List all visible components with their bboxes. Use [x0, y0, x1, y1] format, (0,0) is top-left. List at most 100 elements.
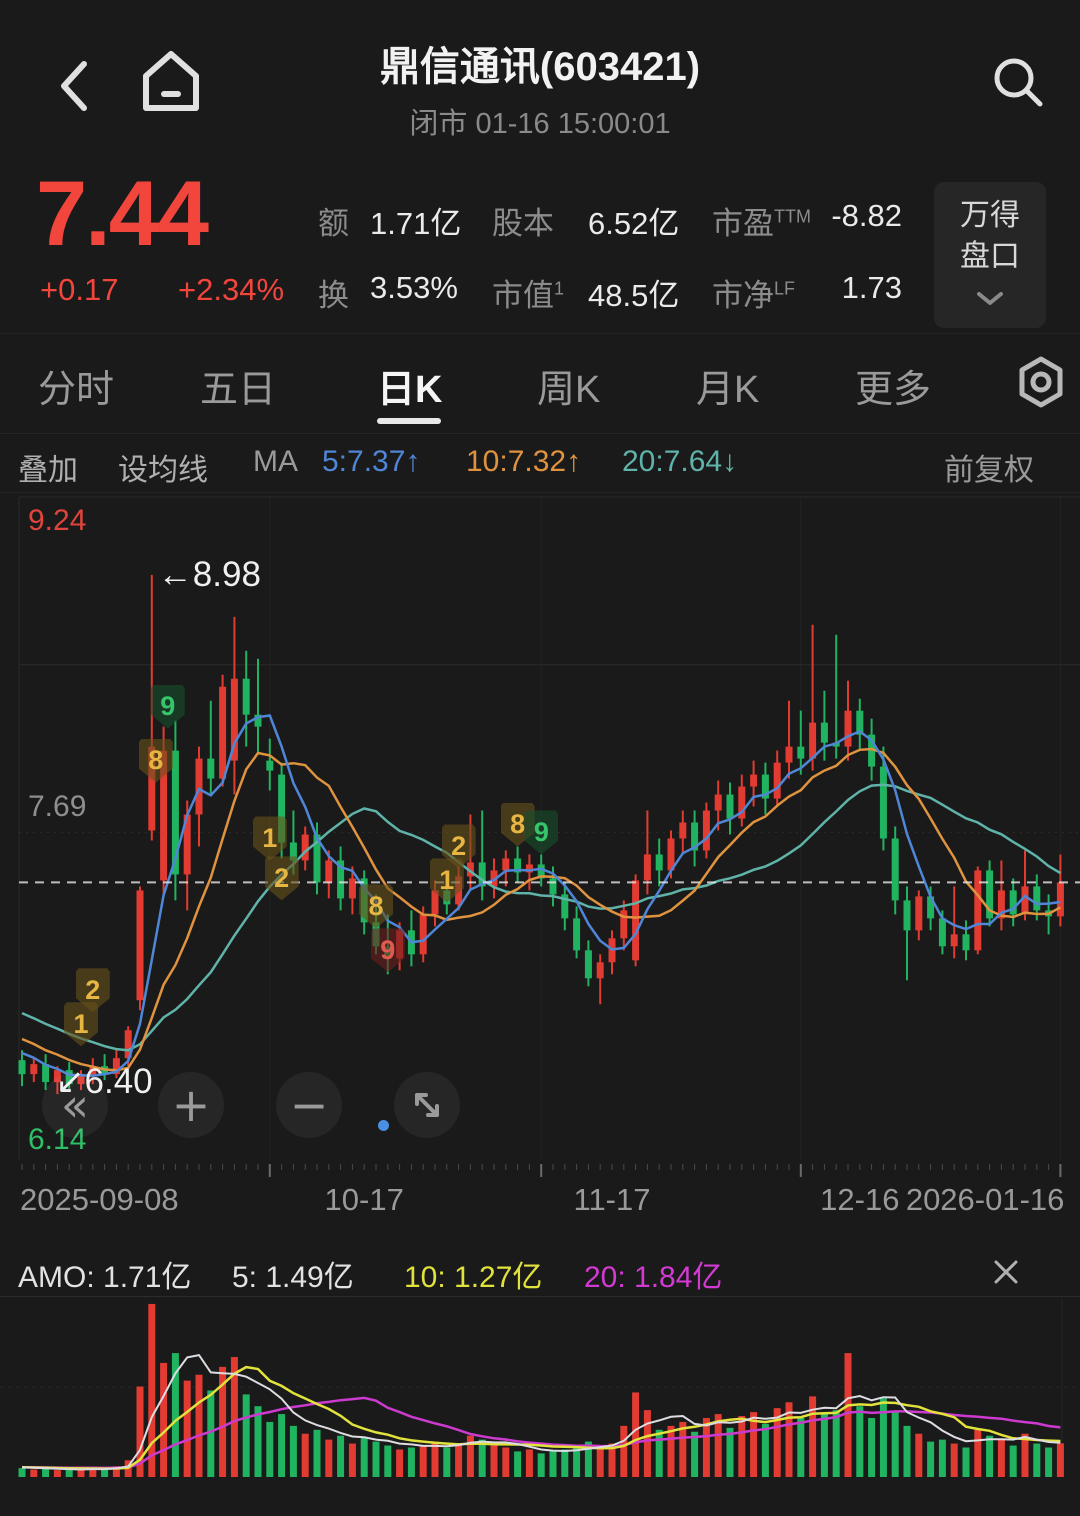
- volume-bar: [820, 1414, 828, 1477]
- volume-bar: [573, 1447, 581, 1477]
- candle-body: [313, 834, 321, 883]
- volume-bar: [986, 1435, 994, 1477]
- pb-superscript: LF: [774, 278, 796, 299]
- adjust-mode-button[interactable]: 前复权: [944, 454, 1034, 487]
- set-ma-button[interactable]: 设均线: [118, 454, 208, 487]
- tab-weekly-k[interactable]: 周K: [537, 369, 601, 411]
- candle-body: [160, 750, 168, 881]
- back-chevron-icon: [61, 61, 87, 111]
- volume-bar: [879, 1398, 887, 1477]
- stat-value-mktcap: 48.5亿: [588, 278, 680, 313]
- candle-body: [537, 864, 545, 879]
- close-volume-pane-button[interactable]: [992, 1258, 1020, 1291]
- candle-body: [396, 930, 404, 959]
- volume-bar: [219, 1366, 227, 1477]
- stat-value-turnover: 3.53%: [370, 270, 458, 305]
- volume-bar: [679, 1421, 687, 1477]
- volume-bar: [396, 1449, 404, 1477]
- volume-bar: [1045, 1447, 1053, 1477]
- volume-bar: [761, 1423, 769, 1477]
- volume-bar: [407, 1447, 415, 1477]
- stat-value-shares: 6.52亿: [588, 206, 680, 241]
- volume-bar: [313, 1429, 321, 1477]
- back-button[interactable]: [56, 58, 92, 119]
- stat-value-pe: -8.82: [831, 198, 902, 233]
- page-title: 鼎信通讯(603421): [379, 45, 701, 89]
- candle-body: [596, 962, 604, 979]
- tab-more[interactable]: 更多: [855, 369, 932, 411]
- search-button[interactable]: [988, 52, 1048, 117]
- zoom-out-button[interactable]: −: [276, 1072, 342, 1138]
- candle-body: [809, 722, 817, 759]
- zoom-in-icon: +: [171, 1078, 211, 1132]
- rewind-button[interactable]: «: [42, 1072, 108, 1138]
- candle-body: [797, 746, 805, 759]
- volume-bar: [1056, 1443, 1064, 1477]
- candle-body: [997, 890, 1005, 919]
- volume-bar: [148, 1303, 156, 1477]
- candle-body: [77, 1076, 85, 1085]
- stat-label-amount: 额: [318, 206, 349, 241]
- candle-body: [927, 896, 935, 919]
- volume-ma5-line: [21, 1353, 1061, 1471]
- tab-five-day[interactable]: 五日: [200, 369, 277, 411]
- volume-bar: [974, 1429, 982, 1477]
- volume-bar: [797, 1418, 805, 1477]
- active-tab-underline: [377, 418, 441, 424]
- volume-bar: [112, 1466, 120, 1477]
- candle-body: [561, 894, 569, 919]
- volume-bar: [927, 1441, 935, 1477]
- volume-bar: [773, 1408, 781, 1477]
- amo-ma5-value: 5: 1.49亿: [232, 1261, 354, 1294]
- candle-body: [950, 934, 958, 947]
- volume-bar: [207, 1390, 215, 1477]
- search-icon: [994, 58, 1043, 107]
- home-button[interactable]: [138, 46, 204, 121]
- volume-bar: [726, 1427, 734, 1477]
- candle-body: [18, 1060, 26, 1075]
- stat-label-shares: 股本: [492, 206, 554, 241]
- pe-superscript: TTM: [774, 206, 811, 227]
- candle-body: [820, 722, 828, 743]
- volume-bar: [950, 1443, 958, 1477]
- volume-ma10-line: [21, 1365, 1061, 1470]
- candle-body: [53, 1070, 61, 1083]
- volume-bar: [18, 1468, 26, 1477]
- volume-bar: [608, 1443, 616, 1477]
- wind-order-book-button[interactable]: 万得 盘口: [934, 182, 1046, 328]
- volume-bar: [702, 1418, 710, 1477]
- candle-body: [419, 914, 427, 955]
- candle-body: [455, 876, 463, 905]
- tab-monthly-k[interactable]: 月K: [696, 369, 760, 411]
- volume-bar: [278, 1414, 286, 1477]
- home-icon: [143, 51, 199, 111]
- candle-body: [301, 834, 309, 861]
- candle-body: [431, 890, 439, 915]
- volume-bar: [537, 1453, 545, 1477]
- expand-button[interactable]: [394, 1072, 460, 1138]
- ma10-line: [21, 747, 1061, 1072]
- candle-body: [30, 1064, 38, 1075]
- candle-body: [112, 1058, 120, 1075]
- candle-body: [643, 854, 651, 881]
- volume-bar: [289, 1425, 297, 1477]
- zoom-in-button[interactable]: +: [158, 1072, 224, 1138]
- candle-body: [785, 746, 793, 763]
- volume-bar: [254, 1406, 262, 1477]
- volume-bar: [738, 1416, 746, 1477]
- tab-minute[interactable]: 分时: [38, 369, 115, 411]
- overlay-button[interactable]: 叠加: [18, 454, 78, 487]
- ma20-line: [21, 783, 1062, 1052]
- volume-bar: [89, 1467, 97, 1477]
- tab-daily-k[interactable]: 日K: [377, 369, 443, 411]
- volume-bar: [301, 1433, 309, 1477]
- volume-bar: [832, 1410, 840, 1477]
- close-icon: [994, 1260, 1018, 1284]
- volume-bar: [525, 1449, 533, 1477]
- volume-bar: [455, 1443, 463, 1477]
- volume-bar: [1021, 1433, 1029, 1477]
- volume-bar: [337, 1435, 345, 1477]
- ma10-value: 10:7.32↑: [466, 445, 582, 478]
- chart-settings-button[interactable]: [1018, 356, 1064, 413]
